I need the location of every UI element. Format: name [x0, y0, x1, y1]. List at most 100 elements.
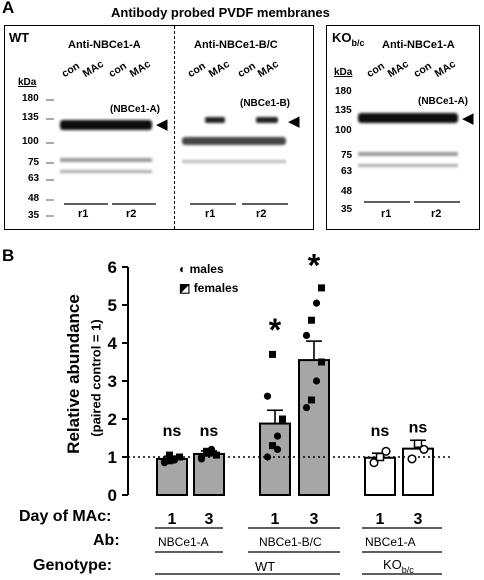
data-point	[197, 455, 206, 463]
marker-48: 48	[28, 193, 40, 204]
x-tick-label: 1	[376, 511, 385, 528]
data-point	[213, 451, 220, 459]
blot1-antibody: Anti-NBCe1-A	[68, 39, 141, 51]
data-point	[207, 449, 216, 457]
legend-females: ◩ females	[179, 281, 239, 295]
blot3-band-label: (NBCe1-A)	[418, 96, 468, 107]
x-tick-label: 1	[271, 511, 280, 528]
blot1-rep2: r2	[126, 208, 137, 220]
blot2-arrow-icon: ◀	[288, 113, 300, 130]
y-tick-label: 0	[108, 486, 117, 505]
marker-75: 75	[28, 157, 40, 168]
ko-marker-35: 35	[341, 204, 353, 215]
data-point	[160, 457, 169, 465]
data-point	[279, 415, 286, 423]
wt-blot-frame	[4, 25, 314, 230]
marker-135: 135	[22, 112, 39, 123]
data-point-open	[419, 444, 429, 454]
kda-label-ko: kDa	[334, 67, 353, 78]
data-point	[312, 377, 321, 385]
blot3-rep2: r2	[431, 208, 442, 220]
data-point	[203, 447, 210, 455]
data-point	[166, 451, 173, 459]
genotype-ko: KOb/c	[383, 557, 414, 575]
kda-label-wt: kDa	[18, 77, 37, 88]
genotype-wt: WT	[255, 559, 276, 574]
marker-35: 35	[28, 210, 40, 221]
blot3-antibody: Anti-NBCe1-A	[382, 39, 455, 51]
blot2-band-label: (NBCe1-B)	[240, 98, 290, 109]
data-point-open	[413, 439, 423, 448]
blot2-rep2: r2	[256, 208, 267, 220]
x-tick-label: 3	[414, 511, 423, 528]
y-tick-label: 4	[108, 334, 118, 353]
blot2-antibody: Anti-NBCe1-B/C	[194, 39, 278, 51]
blot3-arrow-icon: ◀	[462, 110, 474, 127]
data-point	[170, 456, 179, 464]
significance-annotation: *	[269, 312, 282, 348]
ab-group-3: NBCe1-A	[365, 535, 416, 549]
ko-marker-180: 180	[335, 86, 352, 97]
data-point	[273, 432, 282, 440]
data-point-open	[407, 454, 417, 464]
data-point	[263, 453, 272, 461]
data-point	[318, 358, 325, 366]
data-point	[318, 284, 325, 292]
x-tick-label: 3	[205, 511, 214, 528]
data-point	[166, 457, 173, 465]
significance-annotation: ns	[163, 423, 182, 440]
wt-marker-ticks	[46, 99, 54, 217]
panel-a-title: Antibody probed PVDF membranes	[111, 5, 330, 20]
row-label-genotype: Genotype:	[33, 557, 113, 574]
ko-marker-100: 100	[335, 125, 352, 136]
significance-annotation: ns	[409, 419, 428, 436]
data-point-open	[381, 446, 391, 456]
significance-annotation: ns	[371, 423, 390, 440]
blot3-bands	[358, 113, 458, 167]
blot1-band-label: (NBCe1-A)	[110, 104, 160, 115]
data-point	[176, 453, 183, 461]
data-point-open	[375, 452, 385, 462]
data-point	[269, 442, 276, 450]
ko-marker-63: 63	[341, 166, 353, 177]
data-point	[308, 396, 315, 404]
ab-group-2: NBCe1-B/C	[259, 535, 322, 549]
data-point	[269, 350, 276, 358]
data-point	[308, 316, 315, 324]
ko-marker-135: 135	[335, 105, 352, 116]
blot-divider	[174, 26, 175, 229]
blot1-arrow-icon: ◀	[156, 116, 168, 133]
wt-label: WT	[9, 30, 30, 45]
data-point	[312, 299, 321, 307]
x-tick-label: 3	[310, 511, 319, 528]
replicate-underlines	[64, 201, 460, 205]
panel-b-letter: B	[2, 246, 15, 265]
legend-males: ◐ males	[179, 262, 224, 276]
ko-marker-48: 48	[341, 186, 353, 197]
y-tick-label: 1	[108, 448, 117, 467]
blot2-rep1: r1	[205, 208, 216, 220]
y-tick-label: 6	[108, 258, 117, 277]
blot1-rep1: r1	[78, 208, 89, 220]
half-filled-circle-icon: ◐	[179, 262, 187, 276]
marker-100: 100	[22, 136, 39, 147]
significance-annotation: ns	[200, 423, 219, 440]
blot1-bands	[60, 120, 152, 173]
data-point	[302, 404, 311, 412]
x-tick-label: 1	[168, 511, 177, 528]
marker-63: 63	[28, 173, 40, 184]
y-tick-label: 2	[108, 410, 117, 429]
ko-blot-frame	[326, 25, 480, 230]
ko-label: KOb/c	[332, 30, 365, 48]
row-label-day: Day of MAc:	[19, 508, 112, 525]
data-point	[302, 331, 311, 339]
ab-group-1: NBCe1-A	[158, 535, 209, 549]
row-label-ab: Ab:	[93, 532, 120, 549]
blot3-rep1: r1	[381, 208, 392, 220]
marker-180: 180	[22, 93, 39, 104]
ko-marker-75: 75	[341, 150, 353, 161]
